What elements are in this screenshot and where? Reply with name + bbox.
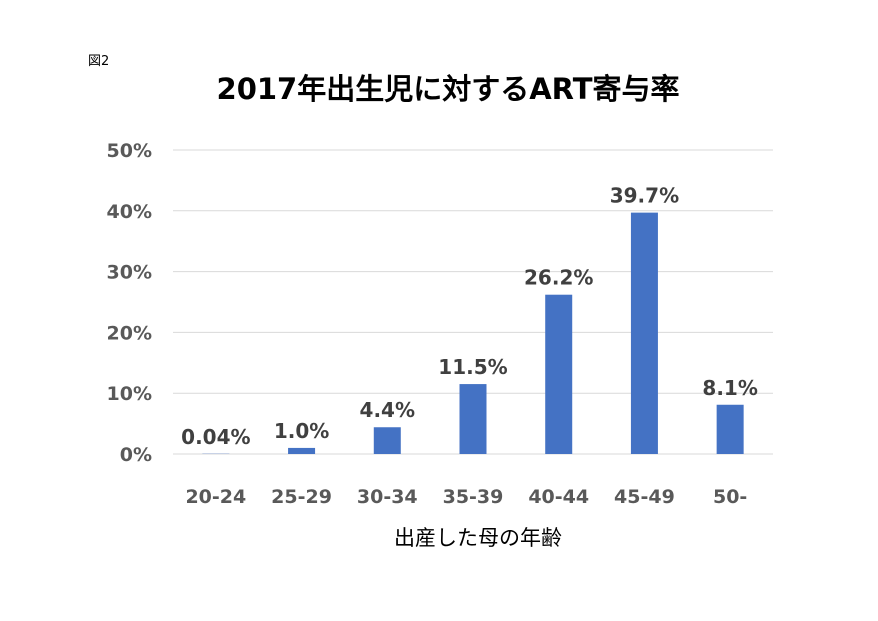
- x-tick-label: 40-44: [528, 486, 589, 508]
- data-label: 39.7%: [610, 184, 679, 208]
- data-label: 11.5%: [438, 355, 507, 379]
- y-tick-label: 20%: [107, 322, 152, 344]
- bar-35-39: [459, 384, 487, 454]
- chart-title: 2017年出生児に対するART寄与率: [216, 72, 680, 106]
- data-label: 26.2%: [524, 266, 593, 290]
- y-tick-label: 30%: [107, 262, 152, 284]
- figure-label: 図2: [88, 54, 110, 69]
- x-axis-ticks: 20-24 25-29 30-34 35-39 40-44 45-49 50-: [185, 486, 747, 508]
- y-tick-label: 50%: [107, 140, 152, 162]
- y-tick-label: 0%: [120, 444, 152, 466]
- x-tick-label: 45-49: [614, 486, 675, 508]
- bar-50-: [716, 404, 744, 454]
- y-axis-ticks: 0% 10% 20% 30% 40% 50%: [107, 140, 152, 466]
- x-tick-label: 50-: [713, 486, 747, 508]
- x-tick-label: 25-29: [271, 486, 332, 508]
- data-label: 8.1%: [702, 376, 757, 400]
- bars: [202, 212, 744, 454]
- y-tick-label: 10%: [107, 383, 152, 405]
- bar-30-34: [373, 427, 401, 454]
- x-tick-label: 20-24: [185, 486, 246, 508]
- data-label: 0.04%: [181, 425, 250, 449]
- bar-45-49: [630, 212, 658, 454]
- data-label: 1.0%: [274, 419, 329, 443]
- x-tick-label: 35-39: [443, 486, 504, 508]
- x-axis-title: 出産した母の年齢: [394, 526, 562, 550]
- bar-25-29: [288, 447, 316, 454]
- data-labels: 0.04% 1.0% 4.4% 11.5% 26.2% 39.7% 8.1%: [181, 184, 758, 449]
- data-label: 4.4%: [360, 398, 415, 422]
- bar-40-44: [545, 294, 573, 454]
- x-tick-label: 30-34: [357, 486, 418, 508]
- y-tick-label: 40%: [107, 201, 152, 223]
